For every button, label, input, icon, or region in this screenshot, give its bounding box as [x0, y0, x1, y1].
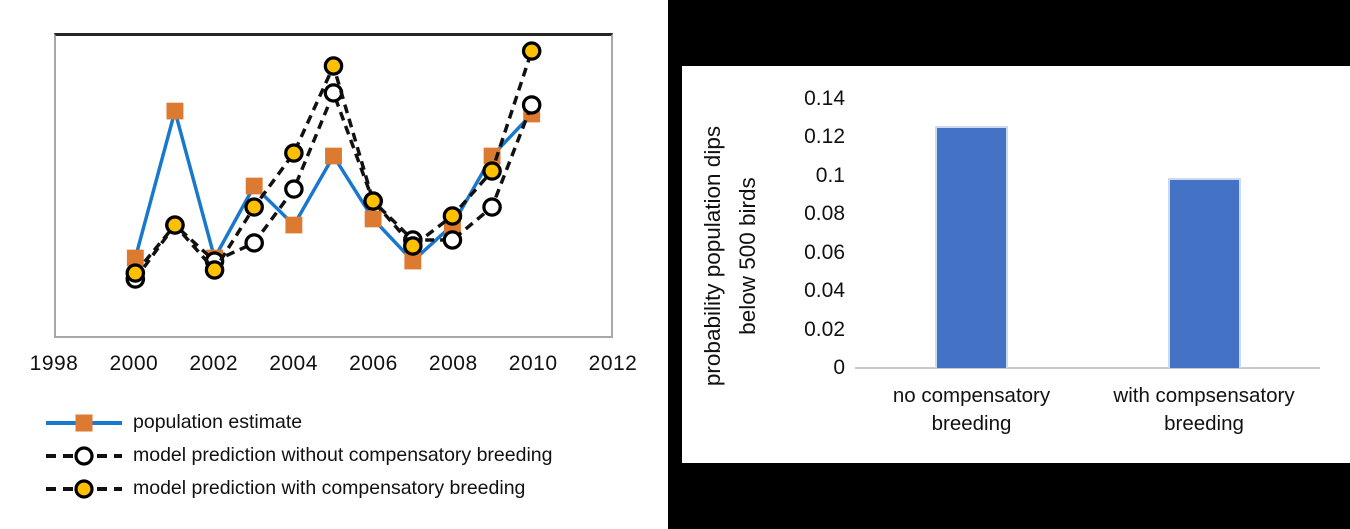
y-tick-label: 0.12 [804, 125, 845, 149]
x-tick-label: 2012 [588, 352, 638, 375]
legend-item-with-compensatory: model prediction with compensatory breed… [44, 472, 553, 505]
y-axis-title: probability population dips below 500 bi… [695, 126, 765, 386]
population-estimate-marker-icon [44, 411, 124, 435]
line-chart-series-canvas [125, 41, 542, 289]
x-tick-label: 2000 [109, 352, 159, 375]
y-axis-title-line1: probability population dips [700, 125, 725, 387]
bar-chart-panel: probability population dips below 500 bi… [682, 66, 1350, 463]
population-line-chart: 1998 2000 2002 2004 2006 2008 2010 2012 populat… [0, 0, 668, 529]
category-label: with compsensatory breeding [1113, 384, 1295, 435]
bar-with-compensatory-breeding [1168, 177, 1241, 368]
x-tick-label: 2008 [428, 352, 478, 375]
y-tick-label: 0.04 [804, 279, 845, 303]
bar-no-compensatory-breeding [935, 125, 1008, 368]
x-tick-label: 2002 [189, 352, 239, 375]
probability-bar-chart: probability population dips below 500 bi… [668, 0, 1350, 529]
x-tick-label: 1998 [29, 352, 79, 375]
y-tick-label: 0.1 [815, 163, 845, 187]
y-tick-label: 0.14 [804, 87, 845, 110]
legend-item-without-compensatory: model prediction without compensatory br… [44, 439, 553, 472]
y-tick-label: 0 [833, 356, 845, 379]
category-label: no compensatory breeding [892, 384, 1051, 435]
y-tick-label: 0.06 [804, 240, 845, 264]
y-tick-label: 0.08 [804, 202, 845, 226]
legend-label: model prediction with compensatory breed… [133, 477, 526, 499]
x-tick-label: 2010 [508, 352, 558, 375]
line-chart-plot-area [54, 33, 613, 338]
legend-item-population-estimate: population estimate [44, 406, 553, 439]
open-circle-dashed-marker-icon [44, 444, 124, 468]
x-tick-label: 2006 [349, 352, 398, 375]
x-tick-label: 2004 [269, 352, 318, 375]
chart-legend: population estimate model prediction wit… [44, 406, 553, 505]
y-tick-label: 0.02 [804, 317, 845, 341]
y-axis-title-line2: below 500 birds [735, 177, 760, 335]
legend-label: model prediction without compensatory br… [133, 444, 553, 466]
legend-label: population estimate [133, 411, 303, 433]
filled-circle-dashed-marker-icon [44, 477, 124, 501]
x-axis-line [855, 367, 1320, 369]
